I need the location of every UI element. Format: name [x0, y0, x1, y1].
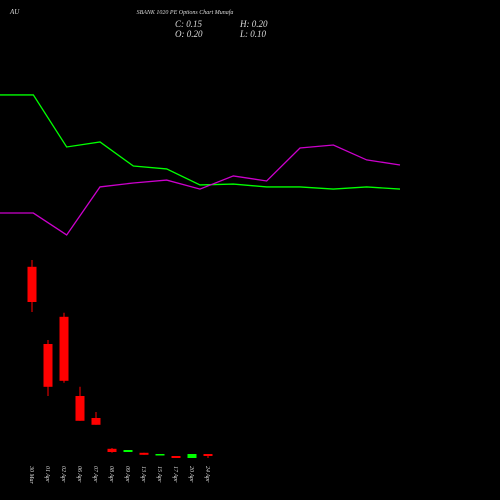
- chart-title: SBANK 1020 PE Options Chart Munafa: [137, 9, 234, 16]
- x-tick-label: 01 Apr: [44, 466, 50, 483]
- open-readout: O: 0.20: [175, 29, 203, 39]
- candle-body: [187, 454, 197, 458]
- x-tick-label: 20 Apr: [188, 466, 194, 483]
- x-tick-label: 06 Apr: [76, 466, 82, 483]
- candle-body: [27, 266, 37, 302]
- x-tick-label: 08 Apr: [108, 466, 114, 483]
- candle-body: [107, 448, 117, 452]
- x-tick-label: 02 Apr: [60, 466, 66, 483]
- indicator-line: [0, 94, 401, 190]
- x-tick-label: 17 Apr: [172, 466, 178, 483]
- candle-body: [123, 450, 133, 452]
- high-readout: H: 0.20: [239, 19, 268, 29]
- candle-body: [59, 316, 69, 381]
- candle-body: [91, 418, 101, 425]
- brand: AU: [9, 8, 20, 16]
- x-tick-label: 24 Apr: [204, 466, 211, 483]
- candle-body: [203, 454, 213, 456]
- x-tick-label: 13 Apr: [140, 466, 146, 483]
- x-tick-label: 15 Apr: [156, 466, 162, 483]
- indicator-line: [0, 144, 401, 236]
- candle-body: [171, 456, 181, 458]
- x-tick-label: 07 Apr: [92, 466, 98, 483]
- candle-body: [75, 396, 85, 421]
- x-tick-label: 09 Apr: [124, 466, 130, 483]
- close-readout: C: 0.15: [175, 19, 203, 29]
- low-readout: L: 0.10: [239, 29, 267, 39]
- candle-body: [139, 452, 149, 455]
- candle-body: [155, 454, 165, 456]
- x-tick-label: 30 Mar: [28, 465, 34, 484]
- candle-body: [43, 344, 53, 387]
